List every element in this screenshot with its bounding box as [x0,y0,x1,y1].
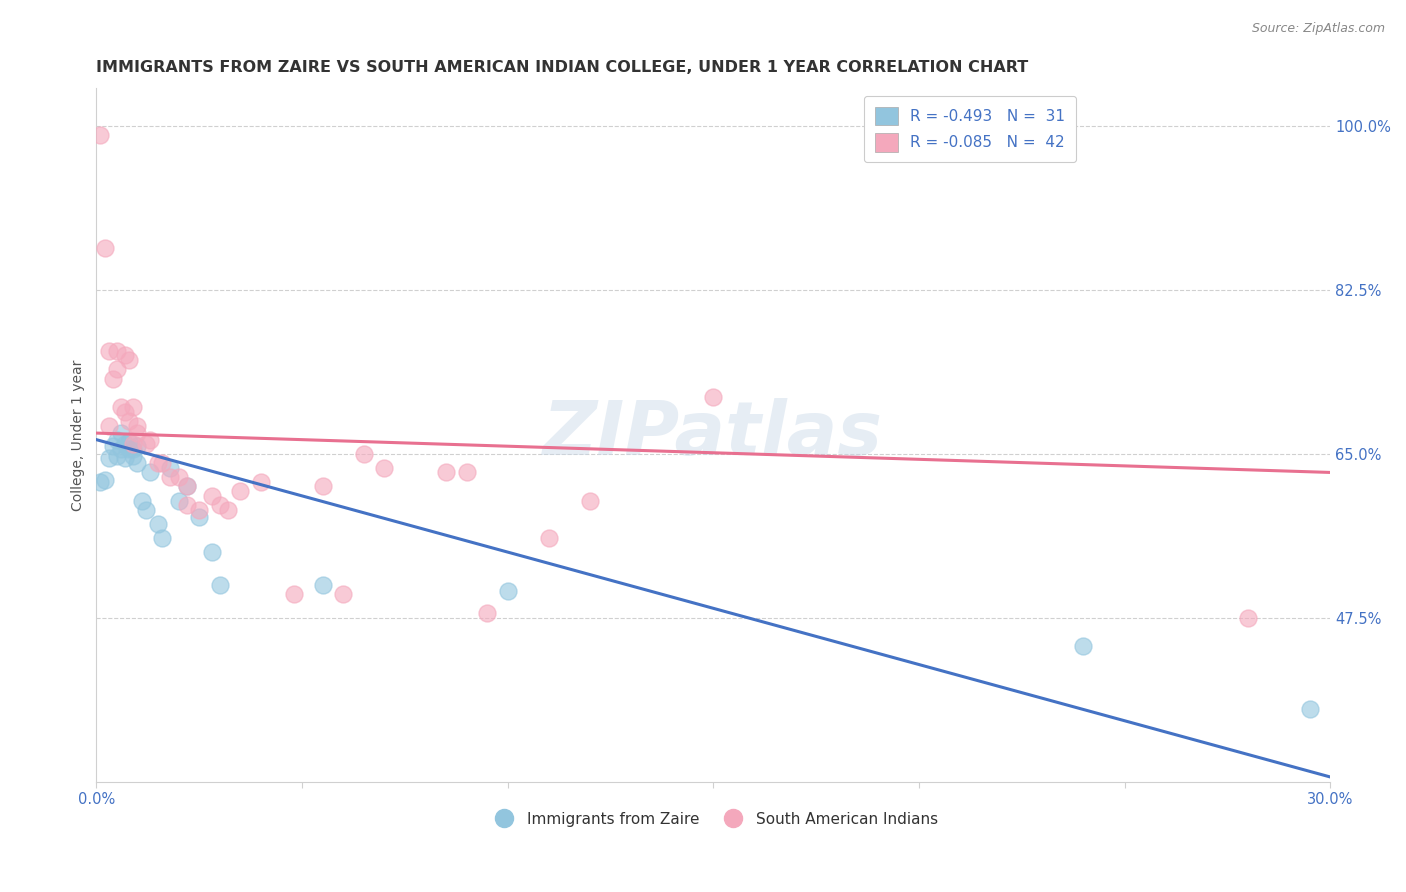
Point [118,442,141,456]
Point [122,437,145,451]
Point [105,343,128,358]
Point [127,426,149,441]
Point [167,493,190,508]
Point [114,404,136,418]
Point [537,531,560,545]
Point [353,447,375,461]
Point [217,503,239,517]
Point [110,442,132,456]
Point [146,516,169,531]
Point [188,510,211,524]
Point [702,391,724,405]
Point [1073,639,1095,653]
Y-axis label: College, Under 1 year: College, Under 1 year [72,359,86,510]
Point [283,587,305,601]
Point [105,433,128,447]
Point [105,362,128,376]
Point [579,493,602,508]
Point [456,466,478,480]
Point [135,503,157,517]
Point [97,418,120,433]
Point [176,479,198,493]
Point [250,475,273,489]
Point [127,439,149,453]
Point [208,498,231,512]
Point [97,451,120,466]
Point [122,442,145,456]
Point [118,353,141,368]
Point [200,545,222,559]
Point [135,437,157,451]
Point [159,470,181,484]
Point [373,460,395,475]
Point [139,466,162,480]
Point [118,414,141,428]
Point [332,587,354,601]
Point [122,400,145,414]
Point [127,418,149,433]
Legend: Immigrants from Zaire, South American Indians: Immigrants from Zaire, South American In… [482,805,943,833]
Point [1299,701,1322,715]
Point [475,606,498,620]
Point [114,451,136,466]
Point [114,437,136,451]
Point [114,348,136,362]
Point [200,489,222,503]
Point [167,470,190,484]
Point [93,241,115,255]
Point [101,372,124,386]
Point [150,456,173,470]
Point [1237,610,1260,624]
Point [311,479,333,493]
Point [496,584,519,599]
Point [146,456,169,470]
Point [176,498,198,512]
Point [122,449,145,463]
Point [434,466,457,480]
Point [101,439,124,453]
Point [105,449,128,463]
Point [110,426,132,441]
Text: IMMIGRANTS FROM ZAIRE VS SOUTH AMERICAN INDIAN COLLEGE, UNDER 1 YEAR CORRELATION: IMMIGRANTS FROM ZAIRE VS SOUTH AMERICAN … [97,60,1029,75]
Point [150,531,173,545]
Point [208,578,231,592]
Point [176,479,198,493]
Point [110,400,132,414]
Point [97,343,120,358]
Text: ZIPatlas: ZIPatlas [543,399,883,472]
Point [229,484,252,499]
Point [188,503,211,517]
Point [131,493,153,508]
Text: Source: ZipAtlas.com: Source: ZipAtlas.com [1251,22,1385,36]
Point [118,434,141,449]
Point [127,456,149,470]
Point [311,578,333,592]
Point [89,128,111,142]
Point [89,475,111,489]
Point [139,433,162,447]
Point [159,460,181,475]
Point [93,473,115,487]
